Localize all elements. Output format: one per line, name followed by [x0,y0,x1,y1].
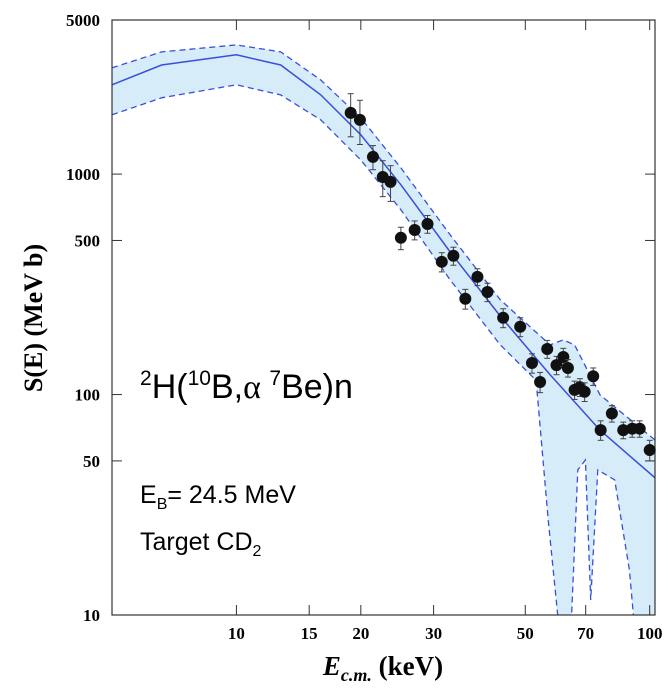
data-point [643,444,656,457]
x-tick-label: 10 [228,624,245,643]
reaction-label: 2H(10B,α 7Be)n [140,367,353,406]
y-tick-label: 1000 [66,165,100,184]
text: = 24.5 MeV [167,481,296,509]
y-tick-label: 10 [83,606,100,625]
data-point [534,376,547,389]
band-lower [112,84,635,615]
target-label: Target CD2 [140,528,262,560]
sup: 10 [188,367,211,390]
data-point [435,255,448,268]
data-point [497,311,510,324]
data-point [408,223,421,236]
x-tick-label: 50 [517,624,534,643]
curve [112,54,655,479]
y-tick-label: 100 [75,386,101,405]
text: α [243,369,269,406]
data-point [617,424,630,437]
x-tick-label: 30 [425,624,442,643]
text: H( [152,368,189,406]
y-tick-label: 5000 [66,11,100,30]
data-point [471,270,484,283]
text: E [140,481,157,509]
data-point [605,407,618,420]
x-axis-label-main: E [322,651,341,681]
data-point [421,217,434,230]
x-tick-label: 15 [301,624,318,643]
text: Be)n [281,368,353,406]
sub: B [157,496,168,513]
sub: 2 [253,543,262,560]
data-point [481,285,494,298]
plot-area [112,44,655,615]
energy-label: EB= 24.5 MeV [140,481,296,513]
x-tick-label: 70 [577,624,594,643]
y-tick-label: 500 [75,231,101,250]
text: Target CD [140,528,253,556]
data-point [353,113,366,126]
uncertainty-band [112,44,655,615]
sup: 7 [269,367,281,390]
x-axis-label-sub: c.m. [341,665,372,685]
y-tick-label: 50 [83,452,100,471]
data-point [514,320,527,333]
sup: 2 [140,367,152,390]
data-point [587,370,600,383]
y-axis-label: S(E) (MeV b) [19,244,48,392]
data-point [633,422,646,435]
data-point [561,361,574,374]
data-point [525,357,538,370]
data-point [447,249,460,262]
data-point [594,424,607,437]
data-point [541,342,554,355]
x-axis-label: Ec.m. (keV) [322,651,443,685]
data-point [459,292,472,305]
data-point [550,359,563,372]
frame [111,19,656,616]
text: B, [211,368,243,406]
data-point [394,231,407,244]
data-point [344,106,357,119]
data-point [578,385,591,398]
x-axis-label-unit: (keV) [372,651,443,681]
data-point [384,175,397,188]
x-tick-label: 100 [637,624,663,643]
band-upper [112,44,655,441]
x-tick-label: 20 [352,624,369,643]
data-point [366,150,379,163]
